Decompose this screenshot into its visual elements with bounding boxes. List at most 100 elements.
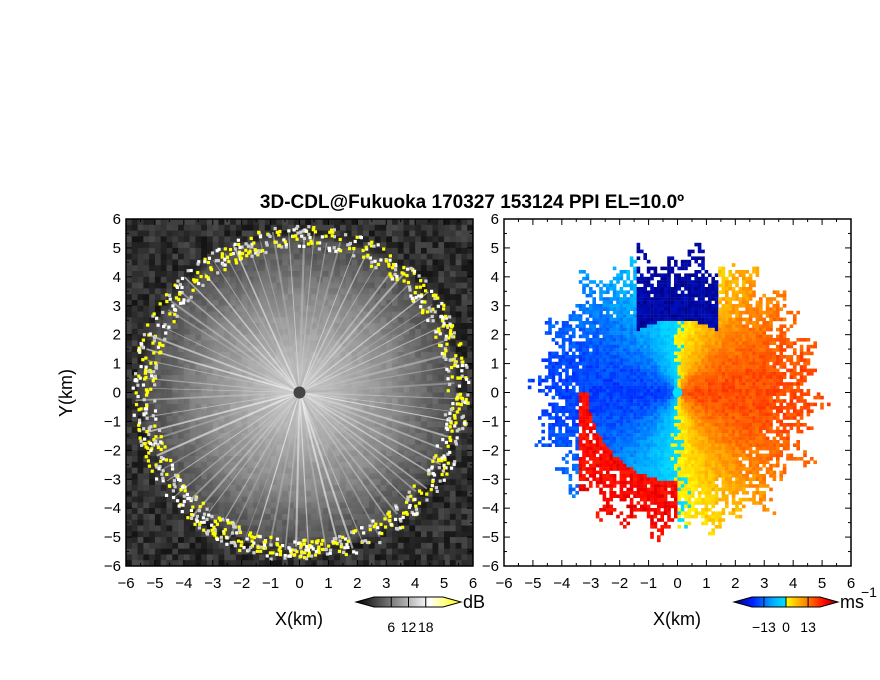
snr-noise-cell: [449, 247, 456, 254]
snr-noise-cell: [444, 542, 451, 549]
snr-beam-ray: [299, 284, 409, 393]
snr-edge-pixel: [374, 522, 378, 526]
snr-edge-pixel: [344, 233, 348, 237]
snr-noise-cell: [154, 242, 161, 249]
snr-noise-cell: [426, 288, 433, 295]
snr-edge-pixel: [450, 358, 454, 362]
snr-edge-pixel: [302, 236, 307, 241]
snr-noise-cell: [461, 560, 468, 566]
velocity-pixel: [568, 334, 573, 339]
snr-edge-pixel: [412, 484, 416, 488]
snr-edge-pixel: [466, 393, 470, 397]
snr-noise-cell: [224, 537, 231, 544]
snr-edge-pixel: [151, 414, 155, 418]
snr-noise-cell: [444, 525, 451, 532]
velocity-pixel: [548, 368, 552, 373]
snr-noise-cell: [131, 259, 138, 266]
snr-noise-cell: [409, 247, 416, 254]
snr-noise-cell: [455, 282, 462, 289]
velocity-pixel: [548, 416, 552, 420]
snr-noise-cell: [386, 537, 393, 544]
velocity-pixel: [568, 348, 573, 352]
snr-noise-cell: [166, 224, 173, 231]
snr-edge-pixel: [144, 388, 148, 392]
snr-edge-pixel: [278, 545, 282, 549]
snr-edge-pixel: [440, 456, 444, 460]
snr-noise-cell: [126, 219, 133, 226]
snr-noise-cell: [368, 548, 375, 555]
snr-beam-ray: [298, 392, 393, 527]
snr-noise-cell: [357, 230, 364, 237]
snr-edge-pixel: [238, 251, 242, 255]
snr-noise-cell: [426, 242, 433, 249]
snr-noise-cell: [143, 236, 150, 243]
velocity-pixel: [548, 443, 552, 447]
velocity-pixel: [572, 395, 576, 400]
snr-noise-cell: [403, 560, 410, 566]
snr-noise-cell: [467, 421, 473, 428]
snr-noise-cell: [276, 224, 283, 231]
snr-y-tick-label: 5: [113, 240, 121, 257]
snr-beam-ray: [298, 242, 328, 393]
snr-noise-cell: [166, 525, 173, 532]
snr-noise-cell: [455, 438, 462, 445]
snr-edge-pixel: [369, 244, 374, 248]
snr-noise-cell: [449, 554, 456, 561]
snr-noise-cell: [143, 467, 150, 474]
snr-noise-cell: [467, 386, 473, 393]
snr-noise-cell: [126, 548, 133, 555]
snr-beam-ray: [299, 391, 449, 438]
snr-edge-pixel: [195, 514, 199, 518]
snr-noise-cell: [276, 219, 283, 226]
snr-noise-cell: [409, 548, 416, 555]
snr-noise-cell: [212, 224, 219, 231]
snr-noise-cell: [403, 247, 410, 254]
snr-noise-cell: [154, 490, 161, 497]
snr-noise-cell: [126, 461, 133, 468]
velocity-pixel: [575, 378, 579, 383]
velocity-pixel: [548, 372, 552, 376]
snr-noise-cell: [351, 219, 358, 226]
snr-edge-pixel: [189, 498, 193, 503]
snr-noise-cell: [426, 247, 433, 254]
snr-edge-pixel: [152, 312, 156, 316]
snr-edge-pixel: [186, 516, 190, 520]
snr-noise-cell: [137, 490, 144, 497]
snr-noise-cell: [467, 236, 473, 243]
snr-noise-cell: [224, 236, 231, 243]
velocity-pixel: [565, 399, 569, 403]
snr-noise-cell: [420, 276, 428, 283]
snr-edge-pixel: [394, 504, 398, 508]
snr-noise-cell: [455, 432, 462, 440]
snr-noise-cell: [235, 230, 242, 237]
snr-noise-cell: [201, 560, 208, 566]
snr-edge-pixel: [307, 232, 311, 237]
snr-noise-cell: [449, 259, 456, 266]
velocity-pixel: [572, 385, 576, 390]
snr-edge-pixel: [264, 250, 268, 255]
snr-noise-cell: [368, 219, 375, 226]
velocity-pixel: [541, 412, 545, 417]
snr-noise-cell: [455, 450, 462, 457]
snr-noise-cell: [392, 224, 399, 231]
snr-edge-pixel: [168, 293, 172, 297]
snr-edge-pixel: [202, 512, 207, 516]
snr-noise-cell: [339, 554, 347, 561]
snr-edge-pixel: [464, 363, 468, 368]
snr-edge-pixel: [202, 520, 206, 524]
velocity-pixel: [568, 344, 573, 349]
snr-noise-cell: [461, 392, 468, 399]
snr-edge-pixel: [137, 408, 141, 412]
snr-edge-pixel: [448, 435, 452, 440]
snr-edge-pixel: [167, 325, 171, 329]
snr-edge-pixel: [182, 499, 186, 504]
velocity-pixel: [565, 372, 569, 376]
snr-edge-pixel: [389, 274, 393, 279]
snr-noise-cell: [461, 288, 468, 295]
snr-edge-pixel: [218, 518, 223, 522]
snr-noise-cell: [461, 236, 468, 243]
snr-edge-pixel: [317, 247, 321, 251]
snr-noise-cell: [166, 502, 173, 509]
snr-noise-cell: [461, 513, 468, 521]
